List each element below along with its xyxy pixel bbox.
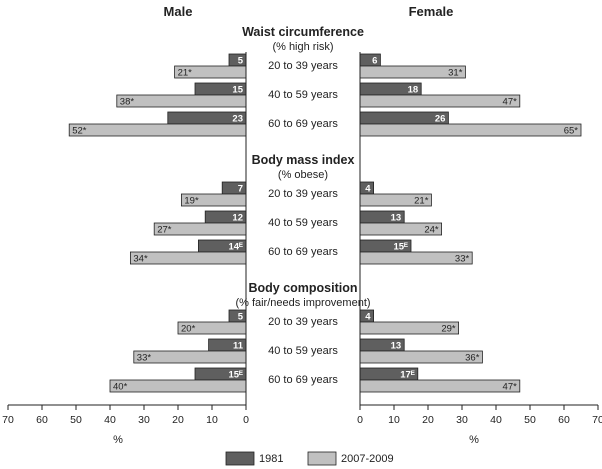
bar-female-2007-2009 [359, 123, 582, 137]
section-subtitle: (% high risk) [272, 41, 333, 53]
female-tick-label: 30 [456, 414, 468, 426]
male-tick-label: 50 [70, 414, 82, 426]
section-0: Waist circumference (% high risk) 20 to 39… [68, 25, 582, 137]
data-label-male-1981: 7 [238, 184, 243, 195]
section-subtitle: (% fair/needs improvement) [235, 297, 370, 309]
female-tick-label: 20 [422, 414, 434, 426]
data-label-female-2007-2009: 47* [503, 97, 518, 108]
legend-swatch-2007-2009 [307, 451, 337, 466]
bar-female-2007-2009 [359, 379, 521, 393]
data-label-female-2007-2009: 21* [414, 196, 429, 207]
age-group-label: 20 to 39 years [268, 316, 338, 328]
data-label-female-2007-2009: 31* [448, 68, 463, 79]
legend-label-2007-2009: 2007-2009 [341, 453, 394, 465]
data-label-female-2007-2009: 29* [441, 324, 456, 335]
section-subtitle: (% obese) [278, 169, 328, 181]
section-title: Body composition [248, 281, 357, 295]
male-tick-label: 60 [36, 414, 48, 426]
male-header: Male [164, 4, 193, 19]
data-label-female-1981: 4 [365, 312, 371, 323]
data-label-male-1981: 15 [232, 85, 243, 96]
data-label-male-2007-2009: 40* [113, 382, 128, 393]
bar-male-2007-2009 [109, 379, 247, 393]
female-tick-label: 60 [558, 414, 570, 426]
data-label-female-1981: 17ᴱ [400, 370, 415, 381]
data-label-female-1981: 18 [408, 85, 419, 96]
legend-swatch-1981 [225, 451, 255, 466]
male-tick-label: 10 [206, 414, 218, 426]
data-label-female-1981: 6 [372, 56, 377, 67]
section-1: Body mass index (% obese) 20 to 39 years 7 1… [129, 153, 473, 265]
bar-male-2007-2009 [68, 123, 247, 137]
data-label-male-1981: 5 [238, 56, 244, 67]
age-group-label: 20 to 39 years [268, 60, 338, 72]
male-tick-label: 0 [243, 414, 249, 426]
male-tick-label: 40 [104, 414, 116, 426]
data-label-male-1981: 23 [232, 114, 243, 125]
data-label-male-2007-2009: 33* [137, 353, 152, 364]
male-tick-label: 20 [172, 414, 184, 426]
female-axis-unit: % [469, 434, 479, 446]
male-tick-label: 30 [138, 414, 150, 426]
female-header: Female [409, 4, 454, 19]
data-label-female-1981: 13 [391, 213, 402, 224]
female-tick-label: 70 [592, 414, 602, 426]
data-label-male-1981: 15ᴱ [228, 370, 243, 381]
section-title: Waist circumference [242, 25, 364, 39]
female-tick-label: 40 [490, 414, 502, 426]
bar-female-2007-2009 [359, 350, 483, 364]
bar-male-2007-2009 [116, 94, 247, 108]
bar-female-2007-2009 [359, 94, 521, 108]
data-label-male-2007-2009: 19* [184, 196, 199, 207]
female-tick-label: 10 [388, 414, 400, 426]
data-label-female-2007-2009: 47* [503, 382, 518, 393]
female-tick-label: 0 [357, 414, 363, 426]
data-label-male-2007-2009: 21* [178, 68, 193, 79]
section-title: Body mass index [252, 153, 355, 167]
data-label-male-2007-2009: 38* [120, 97, 135, 108]
data-label-male-2007-2009: 52* [72, 126, 87, 137]
section-2: Body composition (% fair/needs improvemen… [109, 281, 521, 393]
data-label-female-2007-2009: 33* [455, 254, 470, 265]
data-label-male-1981: 12 [232, 213, 243, 224]
data-label-male-2007-2009: 20* [181, 324, 196, 335]
data-label-male-1981: 14ᴱ [228, 242, 243, 253]
age-group-label: 20 to 39 years [268, 188, 338, 200]
female-tick-label: 50 [524, 414, 536, 426]
data-label-male-1981: 11 [233, 341, 244, 352]
data-label-female-2007-2009: 24* [424, 225, 439, 236]
age-group-label: 60 to 69 years [268, 118, 338, 130]
age-group-label: 40 to 59 years [268, 89, 338, 101]
data-label-male-2007-2009: 27* [157, 225, 172, 236]
age-group-label: 40 to 59 years [268, 345, 338, 357]
data-label-female-2007-2009: 36* [465, 353, 480, 364]
male-tick-label: 70 [2, 414, 14, 426]
age-group-label: 40 to 59 years [268, 217, 338, 229]
data-label-female-2007-2009: 65* [564, 126, 579, 137]
data-label-female-1981: 4 [365, 184, 371, 195]
data-label-female-1981: 26 [435, 114, 446, 125]
bar-male-2007-2009 [129, 251, 247, 265]
data-label-male-1981: 5 [238, 312, 244, 323]
data-label-female-1981: 13 [391, 341, 402, 352]
male-axis-unit: % [113, 434, 123, 446]
data-label-male-2007-2009: 34* [133, 254, 148, 265]
age-group-label: 60 to 69 years [268, 374, 338, 386]
legend-label-1981: 1981 [259, 453, 283, 465]
data-label-female-1981: 15ᴱ [393, 242, 408, 253]
age-group-label: 60 to 69 years [268, 246, 338, 258]
